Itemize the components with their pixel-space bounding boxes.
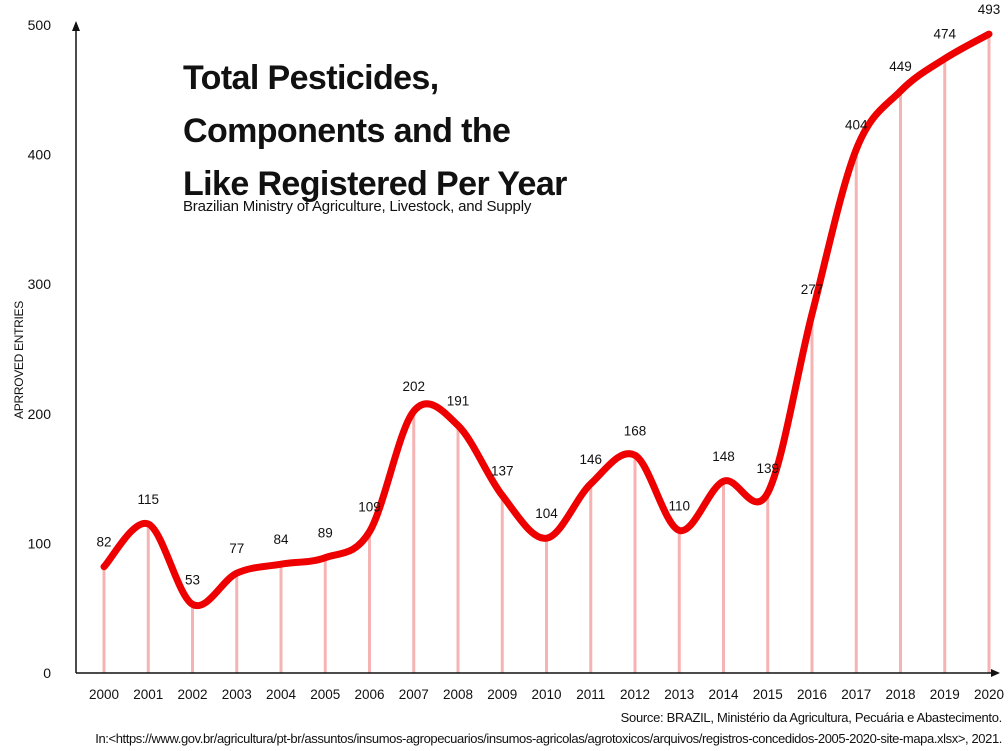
chart-subtitle: Brazilian Ministry of Agriculture, Lives… <box>183 198 532 215</box>
data-label: 139 <box>756 461 779 476</box>
title-line: Like Registered Per Year <box>183 165 567 203</box>
x-axis-arrow <box>991 669 1000 677</box>
x-tick-label: 2015 <box>753 687 783 702</box>
title-line: Total Pesticides, <box>183 59 439 97</box>
data-label: 137 <box>491 463 514 478</box>
x-tick-label: 2018 <box>885 687 915 702</box>
data-label: 277 <box>801 282 824 297</box>
data-label: 148 <box>712 449 735 464</box>
data-label: 110 <box>668 498 690 513</box>
y-axis-label: APRROVED ENTRIES <box>12 301 26 419</box>
x-tick-label: 2016 <box>797 687 827 702</box>
data-label: 493 <box>978 2 1001 17</box>
x-tick-label: 2010 <box>531 687 561 702</box>
y-axis-arrow <box>72 21 80 31</box>
data-label: 104 <box>535 506 558 521</box>
x-ticks: 2000 2001 2002 2003 2004 2005 2006 2007 2008 2009… <box>89 687 1004 702</box>
data-label: 82 <box>96 535 111 550</box>
title-line: Components and the <box>183 112 511 150</box>
x-tick-label: 2020 <box>974 687 1004 702</box>
y-tick-label: 200 <box>28 406 52 422</box>
x-tick-label: 2011 <box>576 687 605 702</box>
y-tick-label: 400 <box>28 147 52 163</box>
y-tick-label: 100 <box>28 535 52 551</box>
x-tick-label: 2001 <box>133 687 163 702</box>
y-tick-label: 300 <box>28 276 52 292</box>
x-tick-label: 2014 <box>708 687 739 702</box>
y-tick-label: 500 <box>28 17 52 33</box>
x-tick-label: 2008 <box>443 687 473 702</box>
data-label: 474 <box>933 27 956 42</box>
data-label: 202 <box>402 379 425 394</box>
data-label: 404 <box>845 117 868 132</box>
x-tick-label: 2009 <box>487 687 517 702</box>
x-tick-label: 2002 <box>177 687 207 702</box>
data-label: 89 <box>318 526 333 541</box>
x-tick-label: 2000 <box>89 687 119 702</box>
x-tick-label: 2006 <box>354 687 384 702</box>
y-ticks: 0 100 200 300 400 500 <box>28 17 52 681</box>
data-label: 115 <box>137 492 159 507</box>
data-label: 168 <box>624 423 647 438</box>
chart-title: Total Pesticides, Components and the Lik… <box>183 52 567 211</box>
data-label: 449 <box>889 59 912 74</box>
data-label: 53 <box>185 572 200 587</box>
x-tick-label: 2005 <box>310 687 340 702</box>
x-tick-label: 2019 <box>930 687 960 702</box>
value-labels: 82 115 53 77 84 89 109 202 191 137 104 146 168 110 148… <box>96 2 1000 587</box>
axes <box>72 21 1000 677</box>
data-label: 109 <box>358 500 381 515</box>
value-stems <box>102 34 991 673</box>
data-label: 146 <box>579 452 602 467</box>
data-label: 84 <box>273 532 289 547</box>
series-line <box>100 30 993 610</box>
x-tick-label: 2007 <box>399 687 429 702</box>
data-label: 191 <box>447 393 470 408</box>
x-tick-label: 2017 <box>841 687 871 702</box>
source-line: Source: BRAZIL, Ministério da Agricultur… <box>620 710 1003 725</box>
data-label: 77 <box>229 541 244 556</box>
source-url-line: In:<https://www.gov.br/agricultura/pt-br… <box>95 731 1002 746</box>
x-tick-label: 2012 <box>620 687 650 702</box>
y-tick-label: 0 <box>43 665 51 681</box>
x-tick-label: 2013 <box>664 687 694 702</box>
x-tick-label: 2003 <box>222 687 252 702</box>
x-tick-label: 2004 <box>266 687 297 702</box>
